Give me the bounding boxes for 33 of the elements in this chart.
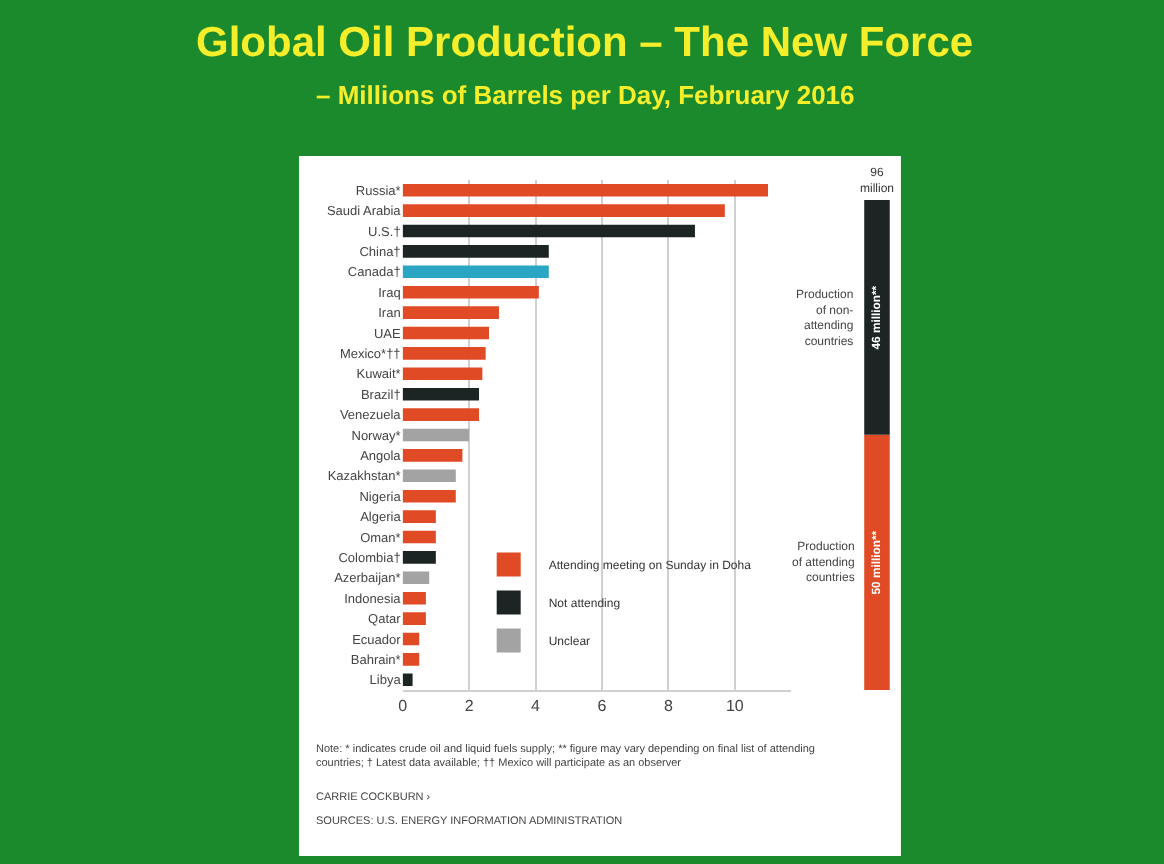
bar	[402, 449, 463, 462]
x-tick-label: 4	[531, 697, 542, 716]
bar	[402, 224, 695, 238]
chart-subtitle: – Millions of Barrels per Day, February 2016	[316, 80, 855, 110]
bar	[402, 489, 456, 503]
bar	[402, 347, 486, 360]
bar	[402, 306, 499, 319]
bar	[402, 510, 436, 523]
x-tick-label: 8	[663, 697, 674, 716]
bar	[402, 245, 549, 258]
bar	[402, 387, 480, 401]
x-tick-label: 2	[464, 697, 475, 716]
bar	[402, 183, 769, 197]
x-tick-label: 6	[597, 697, 608, 716]
bar	[402, 571, 430, 585]
bar	[402, 673, 413, 687]
bar	[402, 653, 420, 666]
bar	[402, 530, 436, 544]
bar	[402, 612, 426, 625]
x-tick-label: 10	[725, 697, 745, 716]
bar	[402, 326, 489, 340]
bar	[402, 591, 426, 605]
bar	[402, 428, 470, 442]
bar	[402, 469, 456, 483]
bar	[402, 285, 539, 299]
bar	[402, 551, 436, 564]
x-tick-label: 0	[398, 697, 409, 716]
bar	[402, 408, 480, 421]
bar	[402, 265, 549, 279]
bar	[402, 204, 725, 217]
bar	[402, 367, 483, 381]
chart-title: Global Oil Production – The New Force	[196, 20, 974, 66]
bar	[402, 632, 420, 646]
